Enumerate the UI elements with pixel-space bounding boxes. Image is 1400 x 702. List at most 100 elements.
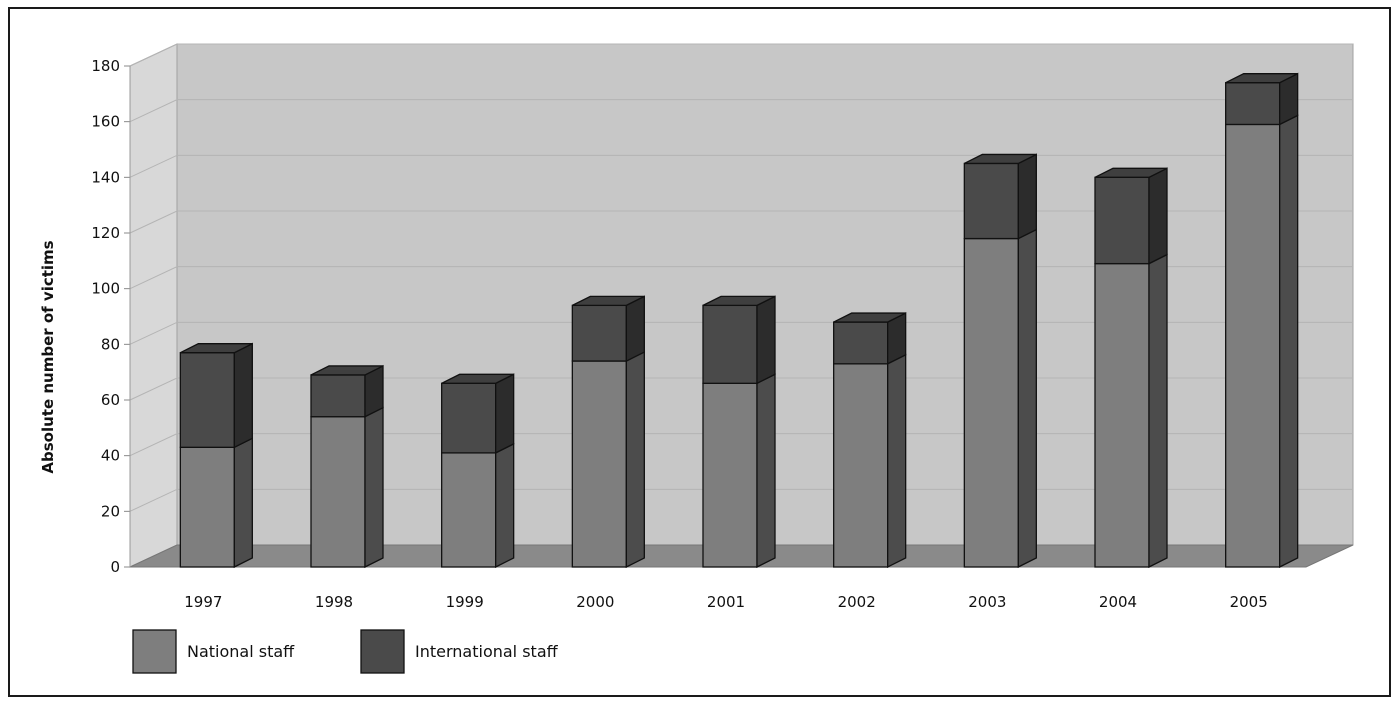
bar-international-staff	[441, 373, 515, 454]
grid-line	[129, 99, 1353, 123]
legend-item: International staff	[360, 629, 559, 674]
bar-stack	[571, 295, 645, 569]
x-tick-label: 2000	[576, 593, 614, 611]
bar-side	[1017, 153, 1037, 240]
bar-international-staff	[1094, 167, 1168, 265]
bar-national-staff	[179, 437, 253, 569]
bar-national-staff	[571, 350, 645, 569]
bar-international-staff	[963, 153, 1037, 240]
side-wall	[129, 43, 178, 568]
bar-stack	[702, 295, 776, 569]
bar-front	[571, 304, 627, 362]
grid-lines	[129, 43, 1353, 512]
x-tick-label: 1999	[446, 593, 484, 611]
y-axis-label: Absolute number of victims	[39, 240, 57, 473]
bar-front	[179, 352, 235, 448]
bar-side	[1279, 114, 1299, 569]
bar-front	[1094, 262, 1150, 568]
bar-side	[756, 295, 776, 385]
bar-national-staff	[833, 353, 907, 569]
x-tick-label: 2005	[1230, 593, 1268, 611]
grid-line	[129, 321, 1353, 345]
bar-front	[179, 446, 235, 568]
x-tick-label: 2002	[838, 593, 876, 611]
bar-top	[572, 295, 645, 307]
bar-front	[310, 416, 366, 568]
legend: National staff International staff	[132, 629, 559, 674]
bar-top	[1094, 167, 1168, 178]
bar-front	[702, 382, 758, 568]
bar-national-staff	[1094, 253, 1168, 569]
bar-side	[625, 295, 645, 363]
bar-side	[364, 406, 384, 569]
legend-item: National staff	[132, 629, 295, 674]
y-tick-label: 180	[91, 57, 120, 75]
bar-top	[441, 373, 514, 384]
bar-top	[1225, 73, 1298, 84]
grid-line	[129, 43, 1353, 67]
bar-front	[310, 374, 366, 418]
bar-stack	[963, 153, 1037, 569]
y-tick-label: 0	[110, 558, 120, 576]
bar-national-staff	[963, 228, 1037, 569]
bar-top	[833, 312, 906, 323]
y-tick-label: 140	[91, 168, 120, 186]
bar-side	[1148, 253, 1168, 569]
y-tick-label: 160	[91, 113, 120, 131]
legend-label: National staff	[187, 642, 295, 661]
bar-stack	[1094, 167, 1168, 569]
bar-national-staff	[310, 406, 384, 569]
legend-label: International staff	[415, 642, 559, 661]
bar-side	[233, 342, 253, 449]
bar-national-staff	[1225, 114, 1299, 569]
legend-swatch	[132, 629, 177, 674]
grid-line	[129, 210, 1353, 234]
y-tick-label: 20	[101, 502, 120, 520]
y-tick-label: 60	[101, 391, 120, 409]
bar-front	[963, 162, 1019, 240]
bar-side	[756, 373, 776, 569]
bar-top	[180, 343, 253, 354]
bar-stack	[1225, 72, 1299, 569]
bar-side	[1148, 167, 1168, 265]
chart-frame: 0 20 40 60 80 100 120 140 160 180 1997 1998 1999 200…	[8, 7, 1391, 697]
grid-line	[129, 154, 1353, 178]
bar-international-staff	[571, 295, 645, 363]
bar-front	[1094, 176, 1150, 265]
y-tick-label: 100	[91, 280, 120, 298]
x-tick-label: 2004	[1099, 593, 1137, 611]
bar-international-staff	[1225, 72, 1299, 126]
legend-swatch	[360, 629, 405, 674]
y-tick-label: 40	[101, 447, 120, 465]
bar-top	[702, 295, 776, 307]
bars	[179, 72, 1299, 569]
bar-side	[495, 442, 515, 569]
bar-front	[1225, 123, 1281, 568]
x-axis-ticks: 1997 1998 1999 2000 2001 2002 2003 2004 2005	[184, 593, 1268, 611]
grid-line	[129, 377, 1353, 401]
bar-stack	[179, 342, 253, 569]
grid-line	[129, 433, 1353, 457]
bar-top	[310, 365, 384, 376]
bar-side	[1017, 228, 1037, 569]
bar-front	[963, 237, 1019, 568]
x-tick-label: 2003	[968, 593, 1006, 611]
y-tick-label: 120	[91, 224, 120, 242]
x-tick-label: 2001	[707, 593, 745, 611]
bar-side	[495, 373, 515, 454]
x-tick-label: 1998	[315, 593, 353, 611]
y-tick-label: 80	[101, 335, 120, 353]
grid-line	[129, 266, 1353, 290]
bar-international-staff	[702, 295, 776, 385]
bar-side	[233, 437, 253, 569]
bar-stack	[441, 373, 515, 569]
stacked-bar-chart: 0 20 40 60 80 100 120 140 160 180 1997 1998 1999 200…	[39, 43, 1354, 674]
bar-stack	[310, 364, 384, 569]
bar-side	[625, 350, 645, 569]
y-axis-ticks: 0 20 40 60 80 100 120 140 160 180	[91, 57, 131, 576]
bar-stack	[833, 312, 907, 569]
bar-front	[1225, 82, 1281, 126]
bar-national-staff	[441, 442, 515, 569]
bar-international-staff	[833, 312, 907, 365]
bar-front	[833, 363, 889, 568]
